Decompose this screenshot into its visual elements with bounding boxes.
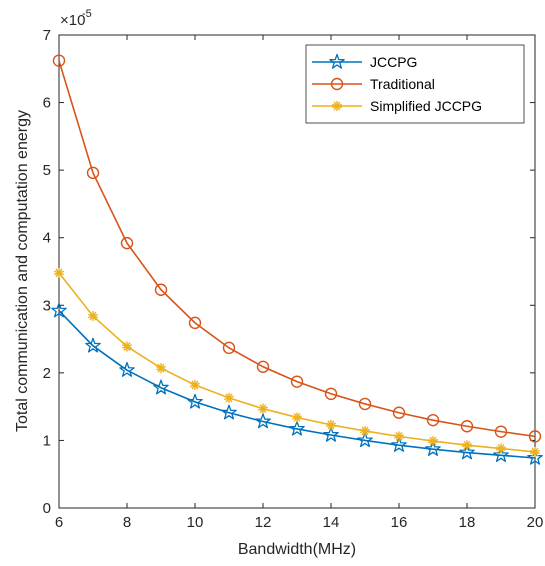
data-point-star [187,393,203,409]
y-axis-label: Total communication and computation ener… [14,110,31,432]
y-tick-label: 4 [43,230,51,247]
x-tick-label: 16 [391,514,408,531]
asterisk-stroke [462,442,472,448]
asterisk-stroke [496,446,506,451]
asterisk-stroke [394,434,404,439]
asterisk-stroke [360,428,370,434]
data-point-circle [120,236,134,250]
data-point-asterisk [326,419,336,430]
y-multiplier-base: ×10 [60,12,85,29]
data-point-asterisk [88,311,98,322]
y-tick-label: 0 [43,500,51,517]
asterisk-stroke [224,395,234,401]
asterisk-stroke [156,365,166,371]
x-tick-label: 18 [459,514,476,531]
data-point-circle [52,54,66,67]
data-point-asterisk [258,403,268,414]
data-point-circle [188,316,202,330]
data-point-asterisk [292,412,302,423]
data-point-star [119,361,135,377]
data-point-star [221,404,237,420]
data-point-circle [460,420,474,433]
data-point-asterisk [156,363,166,374]
data-point-circle [86,166,100,180]
y-tick-label: 2 [43,365,51,382]
data-point-star [357,432,373,448]
data-point-star [153,379,169,395]
data-point-circle [290,375,304,388]
data-point-asterisk [496,443,506,454]
data-point-asterisk [54,267,64,278]
series-jccpg [51,302,543,465]
data-point-star [391,437,407,452]
asterisk-stroke [190,382,200,388]
data-point-asterisk [530,446,540,457]
series-group [51,54,543,465]
data-point-circle [426,413,440,427]
data-point-asterisk [360,425,370,436]
x-tick-label: 20 [527,514,544,531]
asterisk-stroke [326,422,336,428]
x-tick-label: 10 [187,514,204,531]
data-point-circle [528,430,542,443]
asterisk-stroke [258,406,268,411]
data-point-star [289,420,305,436]
asterisk-stroke [530,449,540,455]
data-point-star [323,426,339,442]
asterisk-stroke [332,103,342,109]
legend-item: Traditional [312,76,435,92]
y-tick-label: 3 [43,297,51,314]
legend-item: Simplified JCCPG [312,98,482,114]
series-line [58,60,536,438]
data-point-asterisk [224,392,234,403]
x-tick-label: 6 [55,514,63,531]
asterisk-stroke [88,313,98,319]
data-point-star [493,447,509,463]
asterisk-stroke [428,438,438,444]
series-line [58,310,536,459]
legend-label: JCCPG [370,54,417,70]
x-tick-label: 14 [323,514,340,531]
legend: JCCPG Traditional Simplified JCCPG [305,44,525,124]
y-tick-label: 6 [43,95,51,112]
data-point-star [329,53,345,69]
data-point-circle [392,406,406,419]
data-point-asterisk [428,436,438,447]
data-point-circle [494,425,508,438]
y-tick-label: 7 [43,27,51,44]
series-traditional [52,54,542,443]
data-point-circle [330,77,344,91]
asterisk-stroke [122,344,132,349]
data-point-asterisk [332,101,342,111]
y-tick-label: 1 [43,432,51,449]
legend-label: Simplified JCCPG [370,98,482,114]
y-tick-label: 5 [43,162,51,179]
x-tick-label: 12 [255,514,272,531]
legend-label: Traditional [370,76,435,92]
asterisk-stroke [292,415,302,420]
asterisk-stroke [54,270,64,276]
data-point-asterisk [462,440,472,451]
data-point-asterisk [190,380,200,391]
data-point-asterisk [394,431,404,442]
data-point-star [527,449,543,465]
data-point-star [459,444,475,460]
data-point-star [51,302,67,318]
y-multiplier-exponent: -5 [82,8,92,20]
data-point-circle [324,387,338,401]
data-point-circle [358,397,372,411]
data-point-asterisk [122,341,132,352]
x-tick-label: 8 [123,514,131,531]
data-point-star [425,441,441,456]
x-axis-label: Bandwidth(MHz) [238,541,356,558]
data-point-circle [256,360,270,373]
legend-item: JCCPG [312,53,417,70]
series-simplified-jccpg [54,267,540,457]
data-point-star [255,413,271,429]
data-point-circle [222,341,236,355]
data-point-star [85,337,101,353]
data-point-circle [154,283,168,296]
